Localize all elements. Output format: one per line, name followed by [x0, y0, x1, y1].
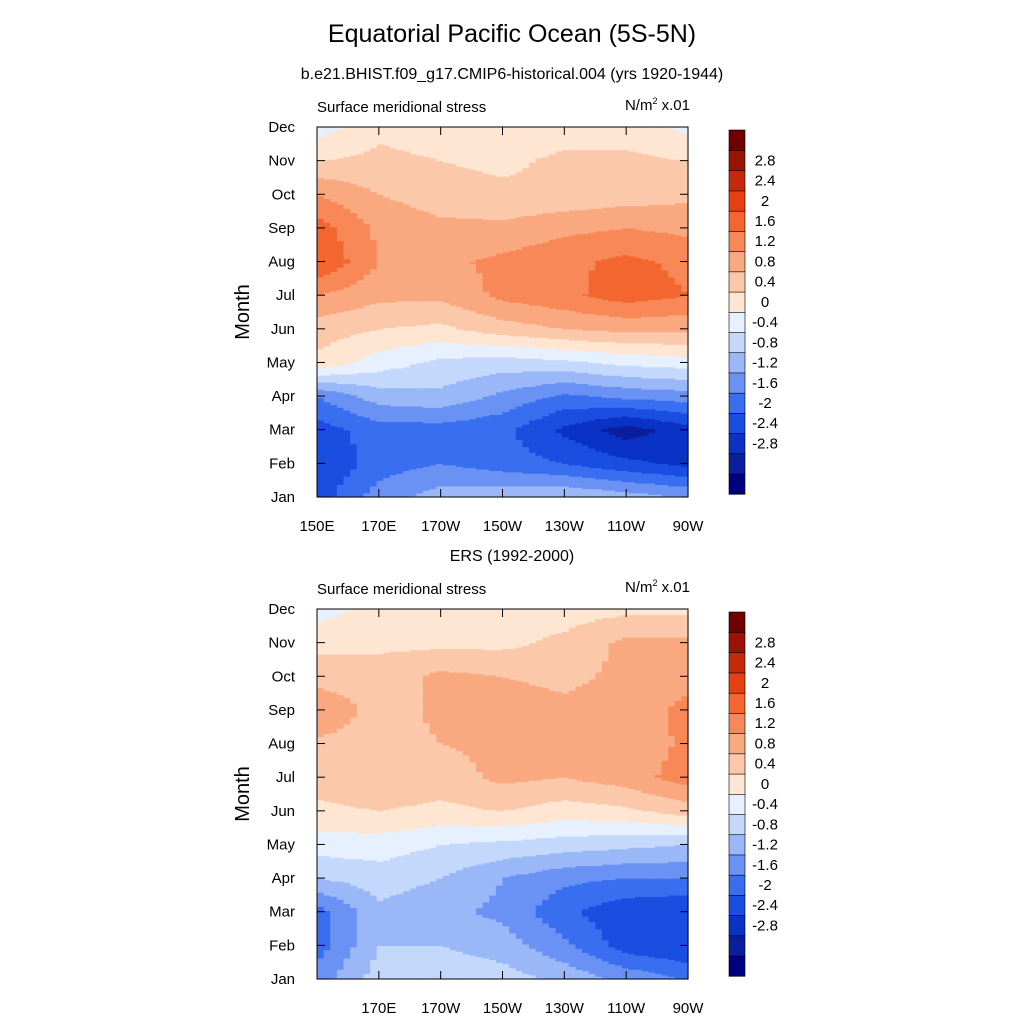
panel1-heatmap — [317, 127, 689, 498]
